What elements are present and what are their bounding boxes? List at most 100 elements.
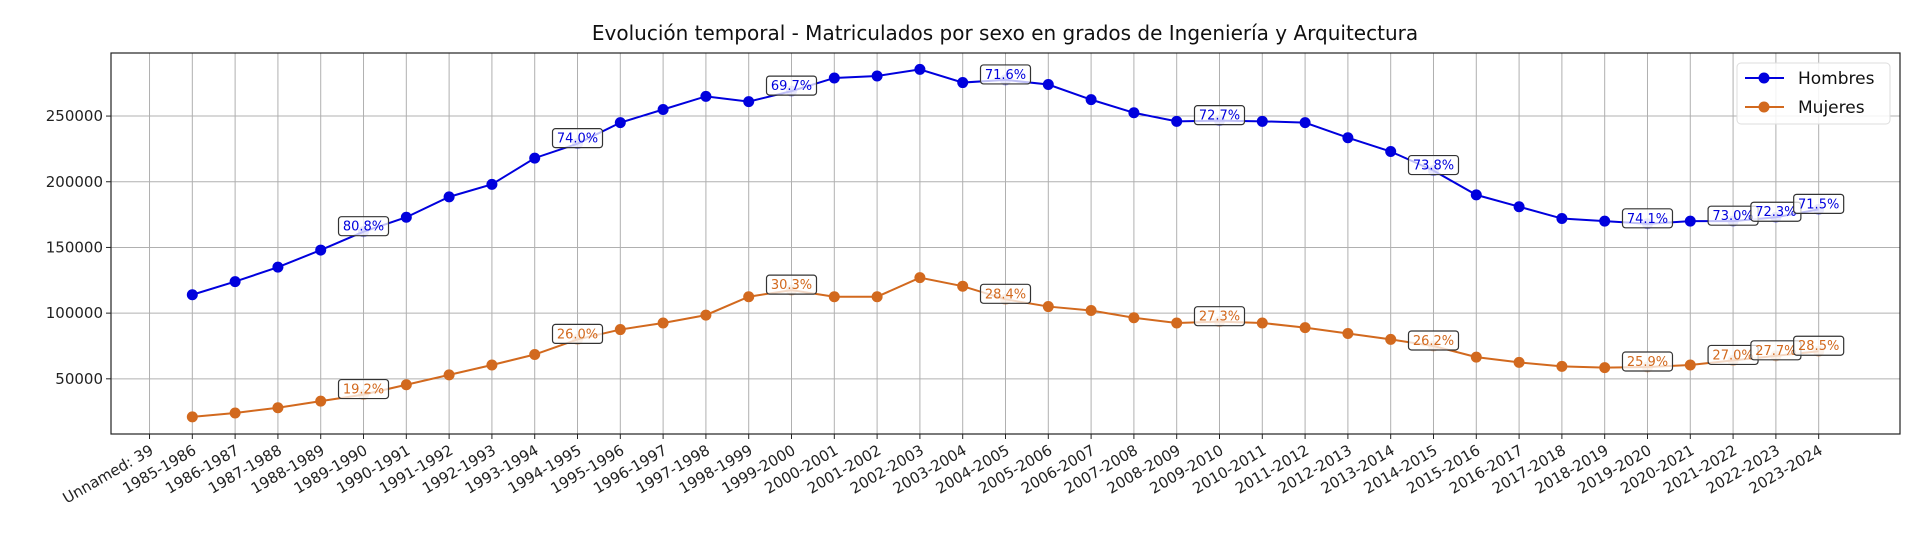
data-point-mujeres [1470, 351, 1482, 363]
data-point-mujeres [486, 359, 498, 371]
annotation-box [765, 274, 818, 295]
data-point-mujeres [700, 309, 712, 321]
annotation-label-hombres: 80.8% [343, 220, 384, 235]
annotation-box [1621, 208, 1674, 229]
y-axis: 50000 100000 150000 200000 250000 [46, 107, 111, 388]
y-tick-label: 100000 [46, 304, 103, 322]
data-point-mujeres [871, 291, 883, 303]
data-point-mujeres [1385, 333, 1397, 345]
legend: Hombres Mujeres [1736, 62, 1891, 125]
data-point-mujeres [1513, 356, 1525, 368]
annotation-label-hombres: 73.0% [1712, 209, 1753, 224]
annotation-box [1407, 330, 1460, 351]
data-point-mujeres [1299, 322, 1311, 334]
data-point-hombres [529, 152, 541, 164]
data-point-mujeres [614, 324, 626, 336]
annotation-label-mujeres: 25.9% [1627, 355, 1668, 370]
data-point-hombres [1513, 201, 1525, 213]
annotation-label-hombres: 72.3% [1755, 205, 1796, 220]
annotation-label-mujeres: 26.2% [1413, 334, 1454, 349]
data-point-hombres [315, 244, 327, 256]
plot-frame [110, 52, 1901, 435]
data-point-mujeres [315, 395, 327, 407]
legend-label-hombres: Hombres [1798, 69, 1875, 89]
annotation-box [1407, 154, 1460, 176]
y-tick-label: 150000 [46, 238, 103, 256]
data-point-mujeres [828, 291, 840, 303]
data-point-hombres [743, 96, 755, 108]
data-point-hombres [957, 77, 969, 89]
data-point-mujeres [914, 272, 926, 284]
annotation-label-mujeres: 30.3% [771, 278, 812, 293]
annotation-box [1793, 193, 1845, 214]
data-point-mujeres [272, 402, 284, 414]
data-point-mujeres [186, 411, 198, 423]
y-tick-label: 200000 [46, 173, 103, 191]
legend-marker-mujeres [1758, 101, 1770, 113]
annotation-box [979, 283, 1032, 304]
data-point-mujeres [1042, 301, 1054, 313]
data-point-mujeres [1171, 317, 1183, 329]
annotation-box [337, 216, 390, 237]
data-point-hombres [828, 72, 840, 84]
annotation-box [337, 378, 390, 400]
y-tick-label: 50000 [55, 370, 103, 388]
data-point-hombres [443, 191, 455, 203]
data-point-mujeres [657, 317, 669, 329]
annotation-label-mujeres: 27.0% [1712, 348, 1753, 363]
percent-annotations: 80.8% 19.2% 74.0% 26.0% 69.7% 30.3% 71.6% 28.4%… [337, 64, 1845, 400]
data-point-hombres [186, 289, 198, 301]
data-point-hombres [229, 276, 241, 288]
data-point-hombres [914, 63, 926, 75]
data-point-mujeres [743, 291, 755, 303]
annotation-label-hombres: 74.1% [1627, 212, 1668, 227]
annotation-label-hombres: 73.8% [1413, 159, 1454, 174]
data-point-hombres [1256, 115, 1268, 127]
data-point-hombres [657, 103, 669, 115]
annotation-box [1193, 105, 1246, 126]
data-point-mujeres [443, 369, 455, 381]
x-axis: Unnamed: 391985-19861986-19871987-198819… [60, 434, 1826, 507]
data-point-mujeres [1256, 317, 1268, 329]
data-point-hombres [614, 117, 626, 129]
annotation-box [551, 323, 604, 345]
annotation-label-mujeres: 28.4% [985, 287, 1026, 302]
data-point-hombres [400, 211, 412, 223]
annotation-box [765, 75, 818, 96]
annotation-label-hombres: 72.7% [1199, 109, 1240, 124]
data-point-hombres [871, 70, 883, 82]
annotation-label-hombres: 71.6% [985, 68, 1026, 83]
annotation-label-hombres: 69.7% [771, 79, 812, 94]
data-point-hombres [1684, 215, 1696, 227]
data-point-hombres [1171, 115, 1183, 127]
data-point-hombres [1042, 79, 1054, 91]
legend-marker-hombres [1758, 72, 1770, 84]
annotation-box [1621, 351, 1674, 372]
data-point-mujeres [229, 407, 241, 419]
annotation-label-mujeres: 27.3% [1199, 310, 1240, 325]
annotation-label-mujeres: 19.2% [343, 383, 384, 398]
annotation-label-hombres: 71.5% [1798, 197, 1839, 212]
data-point-mujeres [1599, 362, 1611, 374]
data-point-mujeres [529, 349, 541, 361]
data-point-hombres [1342, 132, 1354, 144]
grid [111, 53, 1900, 434]
chart-title: Evolución temporal - Matriculados por se… [592, 21, 1418, 45]
data-point-hombres [1556, 213, 1568, 225]
annotation-label-hombres: 74.0% [557, 132, 598, 147]
y-tick-label: 250000 [46, 107, 103, 125]
data-point-mujeres [1556, 360, 1568, 372]
data-point-mujeres [1128, 312, 1140, 324]
annotation-label-mujeres: 27.7% [1755, 344, 1796, 359]
data-point-hombres [486, 178, 498, 190]
annotation-box [551, 128, 604, 149]
data-point-mujeres [1085, 305, 1097, 317]
annotation-box [1193, 306, 1246, 327]
data-point-mujeres [1342, 327, 1354, 339]
data-point-hombres [272, 261, 284, 273]
data-point-mujeres [1684, 359, 1696, 371]
annotation-label-mujeres: 28.5% [1798, 339, 1839, 354]
data-point-mujeres [957, 280, 969, 292]
data-point-hombres [700, 90, 712, 102]
